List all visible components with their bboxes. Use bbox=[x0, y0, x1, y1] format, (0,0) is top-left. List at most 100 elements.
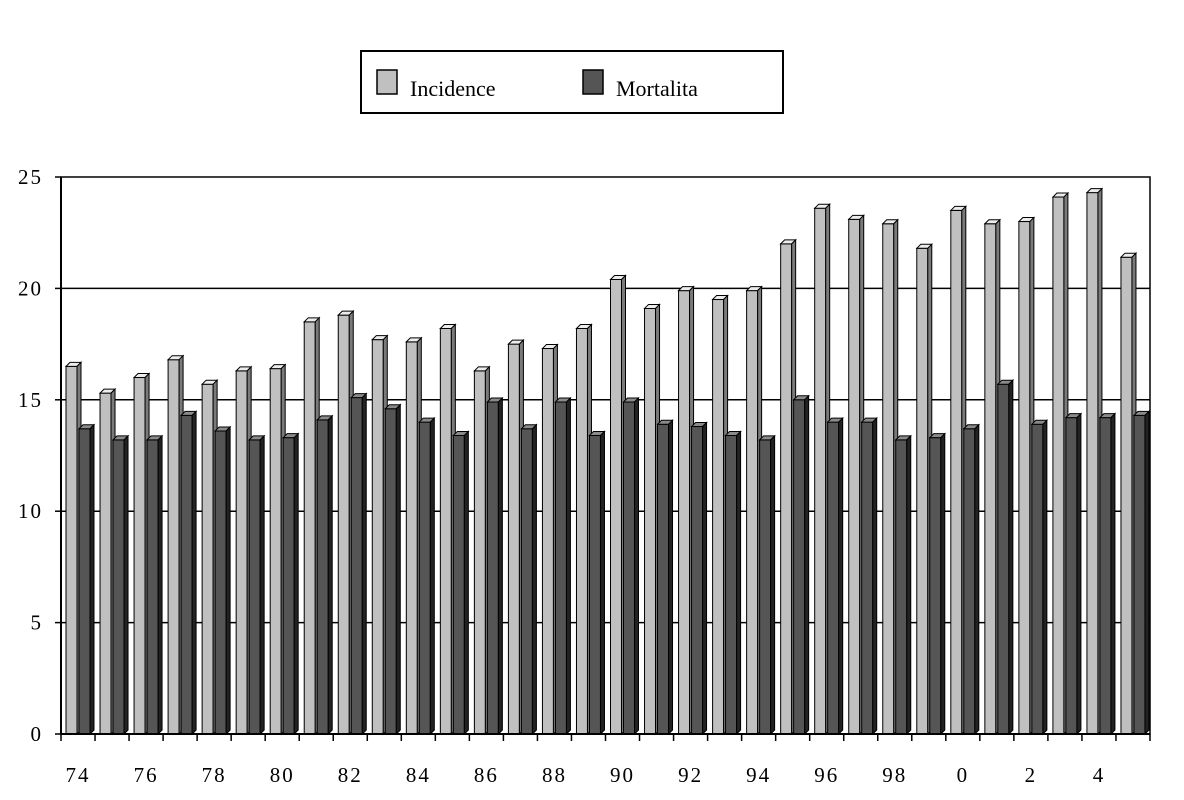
bar-incidence-front bbox=[303, 321, 316, 735]
y-tick-label: 10 bbox=[18, 499, 43, 523]
bar-mortalita-side bbox=[497, 396, 503, 736]
bar-mortalita-front bbox=[282, 437, 295, 735]
bar-mortalita-front bbox=[1133, 414, 1146, 735]
bar-mortalita-front bbox=[793, 399, 806, 735]
bar-mortalita bbox=[962, 423, 981, 736]
bar-mortalita bbox=[418, 416, 436, 736]
bar-mortalita-side bbox=[191, 410, 197, 736]
bar-incidence-front bbox=[746, 290, 759, 735]
bar-incidence-front bbox=[541, 348, 554, 735]
bar-mortalita-front bbox=[929, 437, 942, 735]
y-tick-label: 25 bbox=[18, 165, 43, 189]
bar-mortalita-front bbox=[146, 439, 159, 735]
bar-incidence-front bbox=[235, 370, 248, 735]
bar-mortalita-front bbox=[180, 414, 193, 735]
bar-mortalita-side bbox=[1076, 412, 1082, 736]
bar-incidence-front bbox=[678, 290, 691, 735]
bar-mortalita bbox=[894, 434, 912, 736]
bar-mortalita-front bbox=[963, 428, 976, 735]
bars bbox=[64, 187, 1151, 736]
x-tick-label: 92 bbox=[678, 763, 703, 787]
bar-mortalita-side bbox=[634, 396, 639, 736]
bar-mortalita-front bbox=[759, 439, 772, 735]
bar-mortalita bbox=[520, 423, 538, 736]
bar-mortalita bbox=[588, 430, 606, 736]
bar-incidence-front bbox=[167, 359, 180, 735]
x-tick-label: 76 bbox=[134, 763, 159, 787]
bar-mortalita-side bbox=[804, 394, 810, 736]
x-tick-label: 78 bbox=[202, 763, 227, 787]
bar-incidence-front bbox=[405, 341, 418, 735]
bar-mortalita-side bbox=[157, 434, 163, 736]
bar-mortalita-side bbox=[1110, 412, 1116, 736]
bar-mortalita bbox=[1132, 410, 1151, 736]
bar-mortalita-side bbox=[906, 434, 912, 736]
bar-mortalita-front bbox=[895, 439, 908, 735]
legend-swatch-mortalita bbox=[582, 69, 604, 95]
x-tick-label: 98 bbox=[882, 763, 907, 787]
bar-mortalita bbox=[928, 432, 946, 736]
bar-mortalita bbox=[486, 396, 504, 736]
bar-mortalita-front bbox=[316, 419, 329, 735]
bar-incidence-front bbox=[99, 392, 112, 735]
bar-mortalita-side bbox=[463, 430, 469, 736]
bar-mortalita bbox=[826, 416, 844, 736]
bar-mortalita-front bbox=[486, 401, 499, 735]
bar-mortalita-side bbox=[599, 430, 605, 736]
bar-mortalita bbox=[792, 394, 810, 736]
x-tick-label: 82 bbox=[338, 763, 363, 787]
bar-mortalita bbox=[145, 434, 164, 736]
bar-mortalita-front bbox=[623, 401, 635, 735]
bar-mortalita-side bbox=[872, 416, 878, 736]
bar-mortalita-front bbox=[997, 383, 1010, 735]
bar-incidence-front bbox=[439, 328, 452, 735]
x-tick-label: 96 bbox=[814, 763, 839, 787]
bar-mortalita bbox=[996, 378, 1015, 736]
y-tick-label: 0 bbox=[31, 722, 44, 746]
bar-mortalita bbox=[179, 410, 198, 736]
bar-mortalita-front bbox=[78, 428, 91, 735]
bar-mortalita-front bbox=[248, 439, 261, 735]
bar-incidence-front bbox=[1052, 196, 1065, 735]
chart-legend: Incidence Mortalita bbox=[360, 50, 784, 114]
x-tick-label: 74 bbox=[66, 763, 91, 787]
y-tick-label: 20 bbox=[18, 276, 43, 300]
bar-mortalita-front bbox=[1065, 417, 1078, 735]
bar-mortalita-side bbox=[123, 434, 129, 736]
bar-incidence-front bbox=[371, 339, 384, 735]
bar-mortalita-front bbox=[112, 439, 125, 735]
bar-mortalita bbox=[554, 396, 572, 736]
bar-mortalita-side bbox=[225, 425, 231, 736]
bar-mortalita-side bbox=[565, 396, 571, 736]
bar-incidence-front bbox=[1086, 192, 1099, 735]
bar-incidence-front bbox=[507, 343, 520, 735]
bar-incidence-front bbox=[848, 218, 861, 735]
bar-mortalita-front bbox=[657, 423, 670, 735]
bar-incidence-front bbox=[984, 223, 997, 735]
bar-mortalita-front bbox=[725, 434, 738, 735]
bar-incidence-front bbox=[814, 207, 827, 735]
bar-mortalita-front bbox=[1031, 423, 1044, 735]
bar-mortalita-side bbox=[361, 392, 367, 736]
bar-mortalita bbox=[247, 434, 266, 736]
bar-mortalita bbox=[316, 414, 334, 736]
bar-mortalita bbox=[758, 434, 776, 736]
bar-mortalita-front bbox=[418, 421, 431, 735]
bar-mortalita-side bbox=[838, 416, 844, 736]
bar-mortalita-side bbox=[327, 414, 333, 736]
x-tick-label: 94 bbox=[746, 763, 771, 787]
bar-mortalita bbox=[724, 430, 742, 736]
bar-mortalita-side bbox=[1008, 378, 1014, 736]
x-tick-label: 4 bbox=[1093, 763, 1106, 787]
bar-mortalita-side bbox=[770, 434, 776, 736]
legend-swatch-incidence bbox=[376, 69, 398, 95]
y-tick-label: 15 bbox=[18, 388, 43, 412]
x-tick-label: 84 bbox=[406, 763, 431, 787]
x-tick-label: 90 bbox=[610, 763, 635, 787]
bar-mortalita-front bbox=[1099, 417, 1112, 735]
bar-mortalita bbox=[1098, 412, 1117, 736]
bar-mortalita bbox=[281, 432, 300, 736]
bar-mortalita bbox=[622, 396, 640, 736]
bar-mortalita-front bbox=[384, 408, 397, 735]
